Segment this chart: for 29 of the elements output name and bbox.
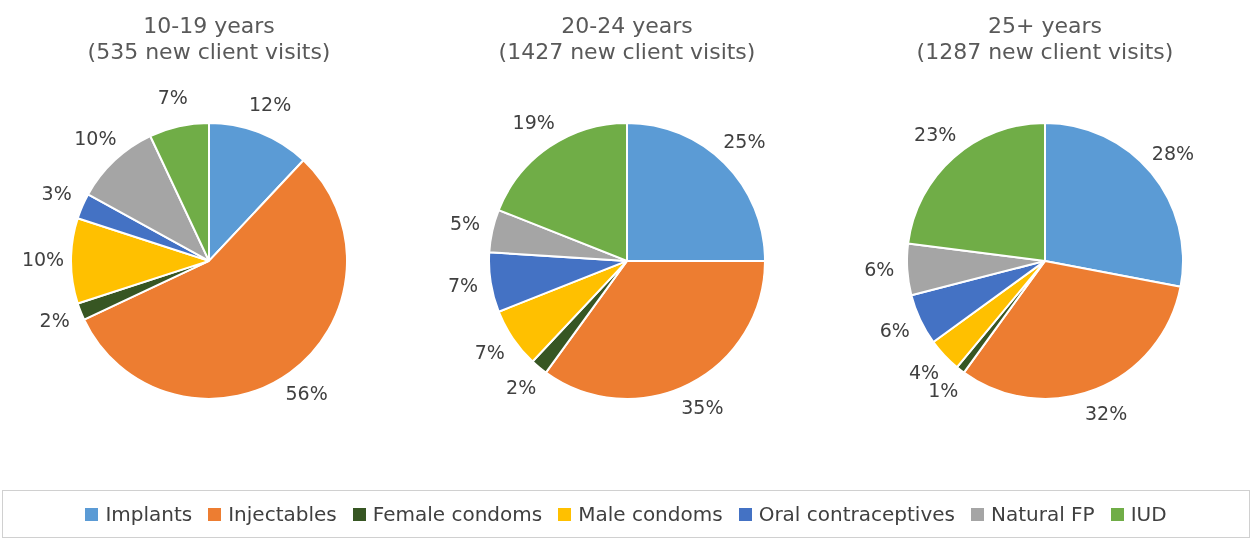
legend-label: Male condoms <box>578 502 723 526</box>
data-label: 23% <box>914 123 957 146</box>
chart-title: 25+ years (1287 new client visits) <box>916 12 1174 65</box>
data-label: 10% <box>74 126 117 149</box>
legend-label: Female condoms <box>372 502 543 526</box>
data-label: 7% <box>447 273 479 296</box>
legend-label: Injectables <box>228 502 337 526</box>
data-label: 5% <box>449 211 481 234</box>
data-label: 28% <box>1151 142 1195 165</box>
data-label: 6% <box>864 258 895 281</box>
legend-label: Implants <box>105 502 193 526</box>
data-label: 56% <box>285 382 328 405</box>
legend-label: Natural FP <box>990 502 1095 526</box>
data-label: 6% <box>879 318 910 341</box>
data-label: 25% <box>723 130 766 153</box>
data-label: 19% <box>512 110 555 133</box>
data-label: 3% <box>41 181 72 204</box>
data-label: 7% <box>474 341 505 364</box>
data-label: 10% <box>21 247 65 270</box>
legend-label: Oral contraceptives <box>758 502 955 526</box>
data-label: 35% <box>681 395 724 418</box>
data-label: 7% <box>157 85 188 108</box>
data-label: 2% <box>506 375 537 398</box>
chart-title: 10-19 years (535 new client visits) <box>87 12 331 65</box>
data-label: 12% <box>248 93 292 116</box>
data-label: 2% <box>39 308 70 331</box>
legend-label: IUD <box>1130 502 1167 526</box>
chart-title: 20-24 years (1427 new client visits) <box>498 12 756 65</box>
data-label: 32% <box>1084 402 1128 425</box>
